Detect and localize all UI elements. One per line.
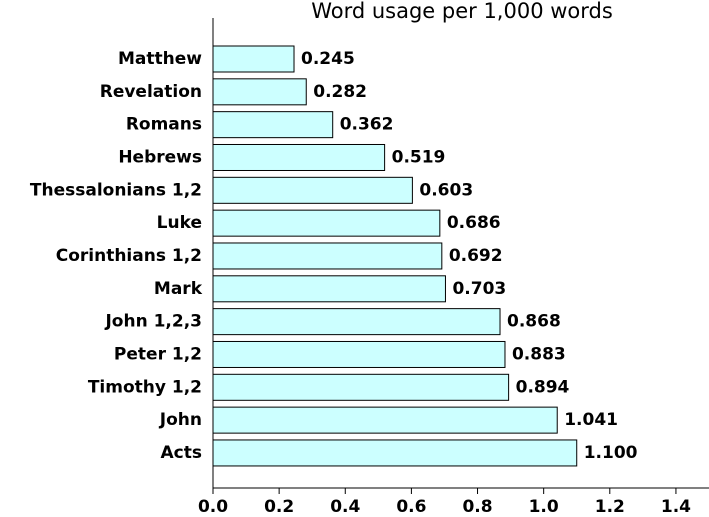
y-tick-label: Corinthians 1,2 bbox=[56, 246, 202, 266]
value-label: 0.686 bbox=[447, 213, 501, 233]
bar bbox=[212, 111, 334, 139]
y-tick-label: Revelation bbox=[100, 82, 202, 102]
value-label: 0.519 bbox=[392, 147, 446, 167]
x-tick-label: 0.8 bbox=[462, 497, 492, 517]
y-tick-label: John bbox=[159, 410, 202, 430]
y-tick-label: Peter 1,2 bbox=[114, 344, 202, 364]
x-tick-label: 1.0 bbox=[529, 497, 559, 517]
value-label: 0.692 bbox=[449, 246, 503, 266]
value-label: 0.603 bbox=[419, 180, 473, 200]
bar bbox=[212, 275, 446, 303]
x-tick-label: 0.6 bbox=[396, 497, 426, 517]
value-label: 0.868 bbox=[507, 312, 561, 332]
value-label: 0.282 bbox=[313, 82, 367, 102]
y-tick-label: Hebrews bbox=[118, 147, 202, 167]
bar bbox=[212, 406, 558, 434]
bar bbox=[212, 176, 413, 204]
value-label: 0.362 bbox=[340, 115, 394, 135]
bar bbox=[212, 308, 501, 336]
value-label: 1.100 bbox=[584, 443, 638, 463]
bar bbox=[212, 78, 307, 106]
y-tick-label: Thessalonians 1,2 bbox=[30, 180, 202, 200]
value-label: 0.883 bbox=[512, 344, 566, 364]
chart-title: Word usage per 1,000 words bbox=[311, 0, 613, 23]
y-tick-label: Luke bbox=[157, 213, 202, 233]
value-label: 0.703 bbox=[452, 279, 506, 299]
bar bbox=[212, 439, 578, 467]
y-tick-label: John 1,2,3 bbox=[104, 312, 202, 332]
x-tick-label: 0.0 bbox=[198, 497, 228, 517]
bar bbox=[212, 143, 386, 171]
bar bbox=[212, 209, 441, 237]
x-tick-label: 1.2 bbox=[595, 497, 625, 517]
x-tick-label: 1.4 bbox=[661, 497, 691, 517]
y-tick-label: Romans bbox=[126, 115, 202, 135]
y-tick-label: Timothy 1,2 bbox=[88, 377, 202, 397]
value-label: 0.894 bbox=[516, 377, 570, 397]
bar bbox=[212, 373, 510, 401]
y-tick-label: Matthew bbox=[118, 49, 202, 69]
bar bbox=[212, 242, 443, 270]
value-label: 1.041 bbox=[564, 410, 618, 430]
x-tick-label: 0.4 bbox=[330, 497, 360, 517]
y-tick-label: Mark bbox=[154, 279, 203, 299]
value-label: 0.245 bbox=[301, 49, 355, 69]
bar bbox=[212, 340, 506, 368]
bar bbox=[212, 45, 295, 73]
y-tick-label: Acts bbox=[161, 443, 202, 463]
x-tick-label: 0.2 bbox=[264, 497, 294, 517]
